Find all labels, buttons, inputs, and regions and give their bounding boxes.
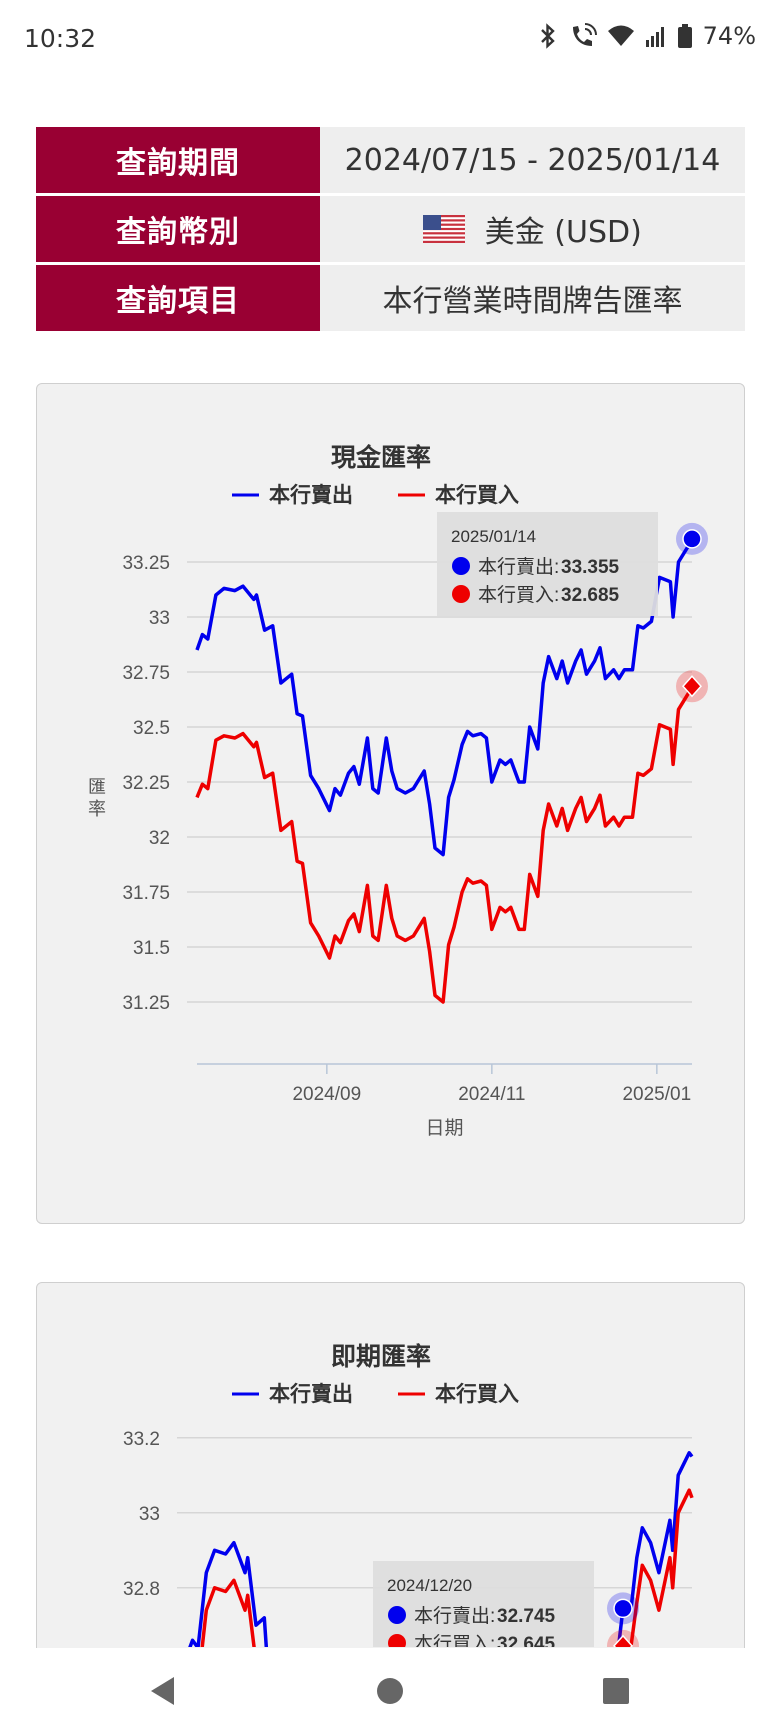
query-period-value: 2024/07/15 - 2025/01/14 [320, 127, 745, 193]
query-period-row: 查詢期間 2024/07/15 - 2025/01/14 [36, 127, 745, 193]
status-icons: 74% [537, 22, 756, 50]
legend-label: 本行買入 [435, 1382, 519, 1406]
home-icon [377, 1677, 403, 1704]
x-tick-label: 2024/11 [458, 1084, 525, 1105]
y-tick-label: 31.25 [122, 993, 170, 1014]
bluetooth-icon [537, 23, 559, 49]
spot-rate-chart[interactable]: 即期匯率本行賣出本行買入33.23332.832.62024/12/20本行賣出… [37, 1283, 744, 1703]
y-tick-label: 33.25 [122, 553, 170, 574]
recents-icon [603, 1677, 629, 1704]
y-tick-label: 32.75 [122, 663, 170, 684]
back-button[interactable] [123, 1648, 203, 1733]
tooltip-sell-dot [388, 1606, 406, 1624]
tooltip-sell-label: 本行賣出: [414, 1605, 495, 1627]
series-line [195, 538, 694, 857]
query-period-label: 查詢期間 [36, 127, 320, 193]
home-button[interactable] [350, 1648, 430, 1733]
tooltip-sell-dot [452, 557, 470, 575]
chart-title: 現金匯率 [331, 443, 431, 472]
x-tick-label: 2024/09 [292, 1084, 361, 1105]
wifi-calling-icon [569, 23, 597, 49]
signal-icon [645, 23, 667, 49]
tooltip-buy-dot [452, 585, 470, 603]
query-info-table: 查詢期間 2024/07/15 - 2025/01/14 查詢幣別 美金 (US… [36, 124, 745, 334]
legend-label: 本行買入 [435, 483, 519, 507]
query-currency-label: 查詢幣別 [36, 196, 320, 262]
cash-rate-chart-card: 現金匯率本行賣出 本行買入 33.25 33 32.75 32.5 32.25 32 31.75… [36, 383, 745, 1224]
y-tick-label: 32.25 [122, 773, 170, 794]
tooltip-box [437, 512, 658, 616]
query-item-row: 查詢項目 本行營業時間牌告匯率 [36, 265, 745, 331]
query-currency-row: 查詢幣別 美金 (USD) [36, 196, 745, 262]
series-line [195, 685, 694, 1004]
tooltip-date: 2024/12/20 [387, 1576, 472, 1595]
tooltip-sell-value: 32.745 [497, 1606, 556, 1627]
wifi-icon [607, 24, 635, 48]
status-time: 10:32 [24, 24, 97, 53]
battery-percent: 74% [702, 22, 756, 50]
tooltip-buy-value: 32.685 [561, 585, 620, 606]
tooltip-buy-value: 32.645 [497, 1634, 556, 1655]
legend-label: 本行賣出 [269, 1382, 353, 1406]
y-axis-title-char: 匯 [88, 777, 106, 797]
y-tick-label: 33 [139, 1504, 160, 1525]
x-tick-label: 2025/01 [622, 1084, 691, 1105]
y-axis-title-char: 率 [88, 799, 106, 819]
query-currency-cell: 美金 (USD) [320, 196, 745, 262]
y-tick-label: 31.75 [122, 883, 170, 904]
tooltip-buy-dot [388, 1634, 406, 1647]
legend-label: 本行賣出 [269, 483, 353, 507]
tooltip-buy-label: 本行買入: [478, 584, 559, 606]
tooltip-sell-value: 33.355 [561, 557, 620, 578]
hover-point-buy [613, 1634, 634, 1647]
y-tick-label: 32.5 [133, 718, 170, 739]
hover-point-sell [682, 529, 702, 549]
y-tick-label: 33 [149, 608, 170, 629]
navigation-bar [0, 1648, 780, 1733]
query-item-value: 本行營業時間牌告匯率 [320, 265, 745, 331]
query-currency-value: 美金 (USD) [484, 214, 642, 250]
spot-rate-chart-card: 即期匯率本行賣出本行買入33.23332.832.62024/12/20本行賣出… [36, 1282, 745, 1704]
x-axis-title: 日期 [425, 1117, 463, 1139]
battery-icon [677, 23, 693, 49]
tooltip-date: 2025/01/14 [451, 527, 536, 546]
recents-button[interactable] [576, 1648, 656, 1733]
tooltip-buy-label: 本行買入: [414, 1633, 495, 1655]
us-flag-icon [423, 215, 466, 251]
query-item-label: 查詢項目 [36, 265, 320, 331]
y-tick-label: 31.5 [133, 938, 170, 959]
y-tick-label: 33.2 [123, 1429, 160, 1450]
tooltip-sell-label: 本行賣出: [478, 556, 559, 578]
y-tick-label: 32.8 [123, 1579, 160, 1600]
y-tick-label: 32 [149, 828, 170, 849]
chart-title: 即期匯率 [331, 1342, 431, 1371]
hover-point-sell [613, 1598, 633, 1619]
back-icon [151, 1676, 174, 1705]
tooltip-box [373, 1561, 594, 1647]
hover-point-buy [681, 675, 703, 698]
status-bar: 10:32 74% [0, 0, 780, 80]
